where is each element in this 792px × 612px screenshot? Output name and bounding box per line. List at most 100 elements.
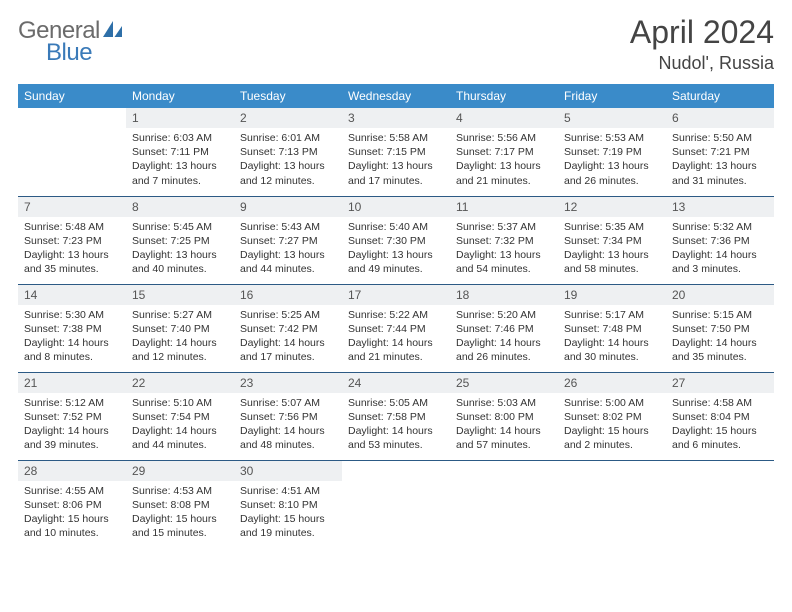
day-number: 13 — [666, 197, 774, 217]
weekday-header-row: SundayMondayTuesdayWednesdayThursdayFrid… — [18, 84, 774, 108]
day-number: 4 — [450, 108, 558, 128]
day-number: 6 — [666, 108, 774, 128]
day-details: Sunrise: 5:30 AMSunset: 7:38 PMDaylight:… — [18, 305, 126, 371]
day-cell: 27Sunrise: 4:58 AMSunset: 8:04 PMDayligh… — [666, 372, 774, 460]
day-cell: 24Sunrise: 5:05 AMSunset: 7:58 PMDayligh… — [342, 372, 450, 460]
weekday-header: Thursday — [450, 84, 558, 108]
day-cell: 2Sunrise: 6:01 AMSunset: 7:13 PMDaylight… — [234, 108, 342, 196]
location: Nudol', Russia — [630, 53, 774, 74]
day-details: Sunrise: 6:01 AMSunset: 7:13 PMDaylight:… — [234, 128, 342, 194]
day-number: 9 — [234, 197, 342, 217]
day-cell: 7Sunrise: 5:48 AMSunset: 7:23 PMDaylight… — [18, 196, 126, 284]
day-details: Sunrise: 5:32 AMSunset: 7:36 PMDaylight:… — [666, 217, 774, 283]
day-cell: 17Sunrise: 5:22 AMSunset: 7:44 PMDayligh… — [342, 284, 450, 372]
week-row: 7Sunrise: 5:48 AMSunset: 7:23 PMDaylight… — [18, 196, 774, 284]
day-details: Sunrise: 5:22 AMSunset: 7:44 PMDaylight:… — [342, 305, 450, 371]
day-number: 29 — [126, 461, 234, 481]
day-cell: 3Sunrise: 5:58 AMSunset: 7:15 PMDaylight… — [342, 108, 450, 196]
day-cell: 21Sunrise: 5:12 AMSunset: 7:52 PMDayligh… — [18, 372, 126, 460]
week-row: 14Sunrise: 5:30 AMSunset: 7:38 PMDayligh… — [18, 284, 774, 372]
day-number: 27 — [666, 373, 774, 393]
day-cell: 4Sunrise: 5:56 AMSunset: 7:17 PMDaylight… — [450, 108, 558, 196]
day-number: 30 — [234, 461, 342, 481]
day-details: Sunrise: 6:03 AMSunset: 7:11 PMDaylight:… — [126, 128, 234, 194]
day-cell: 22Sunrise: 5:10 AMSunset: 7:54 PMDayligh… — [126, 372, 234, 460]
day-details: Sunrise: 5:48 AMSunset: 7:23 PMDaylight:… — [18, 217, 126, 283]
day-details: Sunrise: 5:43 AMSunset: 7:27 PMDaylight:… — [234, 217, 342, 283]
title-block: April 2024 Nudol', Russia — [630, 14, 774, 74]
day-cell: 20Sunrise: 5:15 AMSunset: 7:50 PMDayligh… — [666, 284, 774, 372]
day-number: 5 — [558, 108, 666, 128]
day-cell: 15Sunrise: 5:27 AMSunset: 7:40 PMDayligh… — [126, 284, 234, 372]
day-cell: 26Sunrise: 5:00 AMSunset: 8:02 PMDayligh… — [558, 372, 666, 460]
day-number: 25 — [450, 373, 558, 393]
day-cell: 6Sunrise: 5:50 AMSunset: 7:21 PMDaylight… — [666, 108, 774, 196]
day-details: Sunrise: 5:58 AMSunset: 7:15 PMDaylight:… — [342, 128, 450, 194]
day-details: Sunrise: 4:51 AMSunset: 8:10 PMDaylight:… — [234, 481, 342, 547]
week-row: ..1Sunrise: 6:03 AMSunset: 7:11 PMDaylig… — [18, 108, 774, 196]
day-details: Sunrise: 5:03 AMSunset: 8:00 PMDaylight:… — [450, 393, 558, 459]
week-row: 21Sunrise: 5:12 AMSunset: 7:52 PMDayligh… — [18, 372, 774, 460]
day-details: Sunrise: 5:07 AMSunset: 7:56 PMDaylight:… — [234, 393, 342, 459]
day-number: 8 — [126, 197, 234, 217]
day-details: Sunrise: 5:40 AMSunset: 7:30 PMDaylight:… — [342, 217, 450, 283]
day-number: 10 — [342, 197, 450, 217]
calendar-table: SundayMondayTuesdayWednesdayThursdayFrid… — [18, 84, 774, 548]
day-cell: .. — [18, 108, 126, 196]
day-details: Sunrise: 5:45 AMSunset: 7:25 PMDaylight:… — [126, 217, 234, 283]
day-details: Sunrise: 5:00 AMSunset: 8:02 PMDaylight:… — [558, 393, 666, 459]
day-cell: 28Sunrise: 4:55 AMSunset: 8:06 PMDayligh… — [18, 460, 126, 548]
day-cell: 14Sunrise: 5:30 AMSunset: 7:38 PMDayligh… — [18, 284, 126, 372]
day-details: Sunrise: 5:56 AMSunset: 7:17 PMDaylight:… — [450, 128, 558, 194]
day-cell: .. — [666, 460, 774, 548]
day-details: Sunrise: 5:27 AMSunset: 7:40 PMDaylight:… — [126, 305, 234, 371]
day-details: Sunrise: 5:12 AMSunset: 7:52 PMDaylight:… — [18, 393, 126, 459]
day-cell: 8Sunrise: 5:45 AMSunset: 7:25 PMDaylight… — [126, 196, 234, 284]
day-cell: .. — [342, 460, 450, 548]
header: GeneralBlue April 2024 Nudol', Russia — [18, 14, 774, 74]
day-cell: 9Sunrise: 5:43 AMSunset: 7:27 PMDaylight… — [234, 196, 342, 284]
day-number: 18 — [450, 285, 558, 305]
weekday-header: Tuesday — [234, 84, 342, 108]
day-details: Sunrise: 5:17 AMSunset: 7:48 PMDaylight:… — [558, 305, 666, 371]
day-details: Sunrise: 5:20 AMSunset: 7:46 PMDaylight:… — [450, 305, 558, 371]
day-details: Sunrise: 5:35 AMSunset: 7:34 PMDaylight:… — [558, 217, 666, 283]
day-details: Sunrise: 5:53 AMSunset: 7:19 PMDaylight:… — [558, 128, 666, 194]
day-number: 11 — [450, 197, 558, 217]
day-number: 28 — [18, 461, 126, 481]
day-number: 1 — [126, 108, 234, 128]
day-details: Sunrise: 4:55 AMSunset: 8:06 PMDaylight:… — [18, 481, 126, 547]
weekday-header: Friday — [558, 84, 666, 108]
day-number: 20 — [666, 285, 774, 305]
day-cell: 29Sunrise: 4:53 AMSunset: 8:08 PMDayligh… — [126, 460, 234, 548]
day-cell: 30Sunrise: 4:51 AMSunset: 8:10 PMDayligh… — [234, 460, 342, 548]
day-details: Sunrise: 5:50 AMSunset: 7:21 PMDaylight:… — [666, 128, 774, 194]
day-number: 26 — [558, 373, 666, 393]
day-details: Sunrise: 5:05 AMSunset: 7:58 PMDaylight:… — [342, 393, 450, 459]
month-title: April 2024 — [630, 14, 774, 51]
day-cell: 25Sunrise: 5:03 AMSunset: 8:00 PMDayligh… — [450, 372, 558, 460]
day-cell: 10Sunrise: 5:40 AMSunset: 7:30 PMDayligh… — [342, 196, 450, 284]
day-cell: 23Sunrise: 5:07 AMSunset: 7:56 PMDayligh… — [234, 372, 342, 460]
day-cell: 13Sunrise: 5:32 AMSunset: 7:36 PMDayligh… — [666, 196, 774, 284]
day-cell: 12Sunrise: 5:35 AMSunset: 7:34 PMDayligh… — [558, 196, 666, 284]
day-number: 12 — [558, 197, 666, 217]
day-cell: 16Sunrise: 5:25 AMSunset: 7:42 PMDayligh… — [234, 284, 342, 372]
day-number: 14 — [18, 285, 126, 305]
day-number: 22 — [126, 373, 234, 393]
weekday-header: Wednesday — [342, 84, 450, 108]
day-number: 19 — [558, 285, 666, 305]
day-cell: 1Sunrise: 6:03 AMSunset: 7:11 PMDaylight… — [126, 108, 234, 196]
day-details: Sunrise: 5:37 AMSunset: 7:32 PMDaylight:… — [450, 217, 558, 283]
logo: GeneralBlue — [18, 20, 124, 63]
day-number: 16 — [234, 285, 342, 305]
day-cell: 11Sunrise: 5:37 AMSunset: 7:32 PMDayligh… — [450, 196, 558, 284]
day-number: 2 — [234, 108, 342, 128]
weekday-header: Sunday — [18, 84, 126, 108]
day-details: Sunrise: 4:53 AMSunset: 8:08 PMDaylight:… — [126, 481, 234, 547]
logo-text-blue: Blue — [46, 42, 124, 64]
day-number: 15 — [126, 285, 234, 305]
logo-sail-icon — [102, 20, 124, 41]
day-number: 24 — [342, 373, 450, 393]
day-details: Sunrise: 4:58 AMSunset: 8:04 PMDaylight:… — [666, 393, 774, 459]
